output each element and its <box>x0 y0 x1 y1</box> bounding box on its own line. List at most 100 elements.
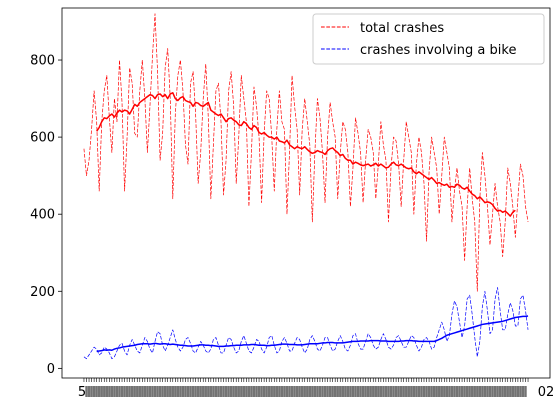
x-tick-label-glyph <box>262 386 266 397</box>
x-tick-label-glyph <box>209 386 213 397</box>
x-tick-label-glyph <box>229 386 233 397</box>
x-tick-label-glyph <box>407 386 410 397</box>
x-tick-label-glyph <box>242 386 246 397</box>
y-tick-label: 600 <box>30 131 55 146</box>
x-tick-label-glyph <box>443 386 446 397</box>
x-tick-label-glyph <box>115 386 119 397</box>
plot-area <box>83 13 529 360</box>
x-tick-label-glyph <box>136 386 139 397</box>
x-tick-label-glyph <box>224 386 228 397</box>
x-tick-label-glyph <box>138 386 141 397</box>
x-tick-label-glyph <box>295 386 299 397</box>
x-tick-label-glyph <box>366 386 370 397</box>
x-tick-label-glyph <box>514 386 517 397</box>
x-tick-label-glyph <box>356 386 360 397</box>
y-tick-label: 0 <box>47 362 55 377</box>
x-tick-label-glyph <box>377 386 380 397</box>
x-tick-label-glyph <box>285 386 289 397</box>
x-tick-label-glyph <box>108 386 111 397</box>
x-tick-label-glyph <box>87 386 91 397</box>
x-tick-label-glyph <box>270 386 273 397</box>
x-tick-label-glyph <box>161 386 164 397</box>
x-tick-label-glyph <box>179 386 182 397</box>
x-tick-label-glyph <box>331 386 334 397</box>
x-tick-label-glyph <box>166 386 169 397</box>
x-tick-label-glyph <box>420 386 423 397</box>
x-tick-label-glyph <box>204 386 207 397</box>
x-tick-label-glyph <box>328 386 332 397</box>
x-tick-label-glyph <box>252 386 256 397</box>
x-tick-label-glyph <box>171 386 174 397</box>
x-tick-label-glyph <box>351 386 355 397</box>
x-tick-label-glyph <box>85 386 88 397</box>
x-tick-label-glyph <box>460 386 464 397</box>
x-tick-label-glyph <box>100 386 103 397</box>
x-tick-label-glyph <box>316 386 319 397</box>
x-tick-label-glyph <box>212 386 215 397</box>
x-tick-label-glyph <box>509 386 512 397</box>
x-tick-label-glyph <box>465 386 469 397</box>
x-tick-label-first: 5 <box>78 385 86 400</box>
legend: total crashes crashes involving a bike <box>312 13 545 65</box>
x-tick-label-glyph <box>448 386 451 397</box>
x-tick-label-glyph <box>217 386 220 397</box>
x-tick-label-glyph <box>273 386 276 397</box>
x-axis: 5 02 <box>78 378 554 400</box>
x-tick-label-glyph <box>481 386 484 397</box>
y-tick-label: 800 <box>30 54 55 69</box>
x-tick-label-glyph <box>341 386 344 397</box>
legend-box <box>312 13 545 65</box>
x-tick-label-glyph <box>415 386 418 397</box>
x-tick-label-glyph <box>519 386 522 397</box>
x-tick-label-glyph <box>498 386 502 397</box>
x-tick-label-glyph <box>402 386 405 397</box>
x-tick-label-glyph <box>184 386 187 397</box>
x-tick-label-glyph <box>346 386 350 397</box>
x-tick-label-glyph <box>219 386 223 397</box>
x-tick-label-overlap-band <box>85 386 527 397</box>
x-tick-label-glyph <box>435 386 438 397</box>
x-tick-label-glyph <box>463 386 466 397</box>
x-tick-label-glyph <box>303 386 306 397</box>
x-tick-label-glyph <box>118 386 121 397</box>
x-tick-label-glyph <box>255 386 258 397</box>
x-tick-label-glyph <box>113 386 116 397</box>
x-tick-label-glyph <box>326 386 329 397</box>
x-tick-label-glyph <box>369 386 372 397</box>
x-tick-label-glyph <box>339 386 342 397</box>
x-tick-label-glyph <box>313 386 317 397</box>
x-tick-label-glyph <box>387 386 390 397</box>
crashes-involving-a-bike-line <box>83 287 529 360</box>
x-tick-label-glyph <box>260 386 263 397</box>
x-tick-label-glyph <box>468 386 471 397</box>
x-tick-label-glyph <box>278 386 281 397</box>
x-tick-label-glyph <box>125 386 129 397</box>
x-tick-label-glyph <box>493 386 497 397</box>
x-tick-label-glyph <box>257 386 261 397</box>
x-tick-label-glyph <box>130 386 134 397</box>
x-tick-label-glyph <box>455 386 459 397</box>
x-tick-label-glyph <box>237 386 240 397</box>
x-tick-label-glyph <box>123 386 126 397</box>
x-tick-label-glyph <box>105 386 108 397</box>
x-tick-label-glyph <box>146 386 149 397</box>
x-tick-label-glyph <box>374 386 377 397</box>
x-tick-label-glyph <box>488 386 492 397</box>
x-tick-label-glyph <box>110 386 114 397</box>
x-tick-label-glyph <box>207 386 210 397</box>
x-tick-label-glyph <box>298 386 301 397</box>
x-tick-label-glyph <box>214 386 218 397</box>
x-tick-label-glyph <box>194 386 197 397</box>
y-tick-label: 400 <box>30 208 55 223</box>
x-tick-label-glyph <box>290 386 294 397</box>
x-tick-label-glyph <box>427 386 431 397</box>
x-tick-label-glyph <box>476 386 479 397</box>
x-tick-label-glyph <box>458 386 461 397</box>
x-tick-label-glyph <box>405 386 408 397</box>
plot-frame <box>61 7 551 379</box>
x-tick-label-glyph <box>128 386 131 397</box>
legend-label-bike-crashes: crashes involving a bike <box>360 43 516 58</box>
x-tick-label-glyph <box>422 386 426 397</box>
x-tick-label-glyph <box>430 386 433 397</box>
x-tick-label-glyph <box>349 386 352 397</box>
